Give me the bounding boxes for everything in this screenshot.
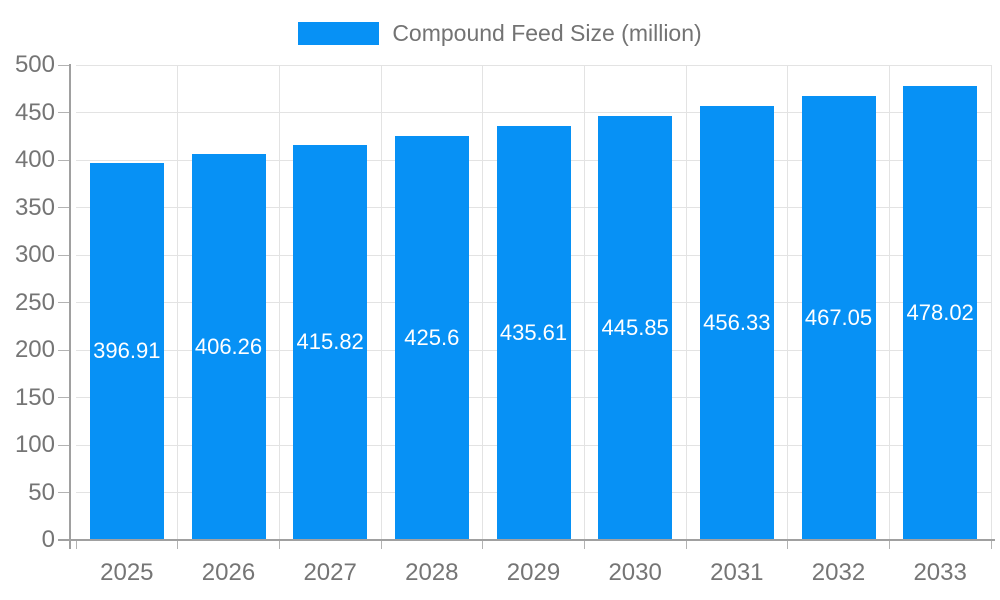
y-tick-label: 500 xyxy=(14,51,55,78)
x-gridline xyxy=(583,65,585,540)
legend-swatch xyxy=(298,21,380,45)
x-tick xyxy=(583,540,585,549)
x-gridline xyxy=(482,65,484,540)
x-tick xyxy=(278,540,280,549)
x-gridline xyxy=(278,65,280,540)
bar-value-label: 467.05 xyxy=(804,305,873,331)
y-tick xyxy=(58,159,70,161)
y-tick-label: 150 xyxy=(14,383,55,411)
x-gridline xyxy=(787,65,789,540)
x-tick-label: 2033 xyxy=(913,559,967,586)
y-tick xyxy=(58,349,70,351)
y-gridline xyxy=(76,112,991,113)
x-gridline xyxy=(990,65,992,540)
x-tick-label: 2028 xyxy=(405,559,459,586)
x-tick-label: 2031 xyxy=(710,559,764,586)
bar-2031[interactable] xyxy=(699,106,774,540)
y-axis-line xyxy=(69,64,71,549)
bar-2028[interactable] xyxy=(394,135,469,540)
y-tick xyxy=(58,397,70,398)
bar-2027[interactable] xyxy=(293,144,368,540)
bar-2026[interactable] xyxy=(191,154,266,540)
bar-2030[interactable] xyxy=(598,116,673,540)
x-tick-label: 2030 xyxy=(608,559,662,586)
bar-2033[interactable] xyxy=(903,85,978,540)
x-tick-label: 2026 xyxy=(201,559,256,586)
x-tick xyxy=(177,540,179,549)
x-tick-label: 2027 xyxy=(303,559,357,586)
bar-value-label: 406.26 xyxy=(194,334,263,360)
y-tick-label: 250 xyxy=(14,288,55,316)
bar-value-label: 415.82 xyxy=(296,329,364,355)
y-tick xyxy=(58,207,70,208)
bar-value-label: 425.6 xyxy=(404,324,460,350)
bar-2032[interactable] xyxy=(801,96,876,540)
legend[interactable]: Compound Feed Size (million) xyxy=(0,20,1000,46)
y-tick-label: 450 xyxy=(14,98,55,126)
bar-2025[interactable] xyxy=(89,162,164,540)
bar-2029[interactable] xyxy=(496,126,571,540)
y-tick xyxy=(58,64,70,66)
x-gridline xyxy=(380,65,382,540)
y-tick-label: 100 xyxy=(14,431,55,458)
y-tick xyxy=(58,492,70,493)
y-tick-label: 300 xyxy=(14,241,55,268)
x-gridline xyxy=(685,65,687,540)
y-tick-label: 350 xyxy=(14,193,55,221)
x-tick xyxy=(787,540,789,549)
y-tick xyxy=(58,112,70,113)
y-tick-label: 0 xyxy=(41,526,55,553)
y-tick-label: 50 xyxy=(28,478,55,506)
bar-value-label: 456.33 xyxy=(703,310,771,336)
x-tick-label: 2029 xyxy=(506,559,561,586)
x-tick-label: 2025 xyxy=(100,559,154,586)
x-tick xyxy=(380,540,382,549)
x-tick xyxy=(482,540,484,549)
x-tick xyxy=(888,540,890,549)
x-gridline xyxy=(177,65,179,540)
y-tick xyxy=(58,302,70,303)
x-tick-label: 2032 xyxy=(811,559,866,586)
y-tick-label: 400 xyxy=(14,146,55,173)
y-tick xyxy=(58,254,70,256)
bar-value-label: 478.02 xyxy=(906,299,974,325)
legend-label: Compound Feed Size (million) xyxy=(392,20,702,46)
x-tick xyxy=(685,540,687,549)
bar-value-label: 435.61 xyxy=(499,320,568,346)
bar-value-label: 396.91 xyxy=(93,338,161,364)
y-tick xyxy=(58,444,70,446)
x-tick xyxy=(990,540,992,549)
x-gridline xyxy=(888,65,890,540)
y-tick-label: 200 xyxy=(14,336,55,363)
bar-value-label: 445.85 xyxy=(601,315,669,341)
x-axis-line xyxy=(58,539,995,541)
x-tick xyxy=(75,540,77,549)
y-gridline xyxy=(76,64,991,66)
